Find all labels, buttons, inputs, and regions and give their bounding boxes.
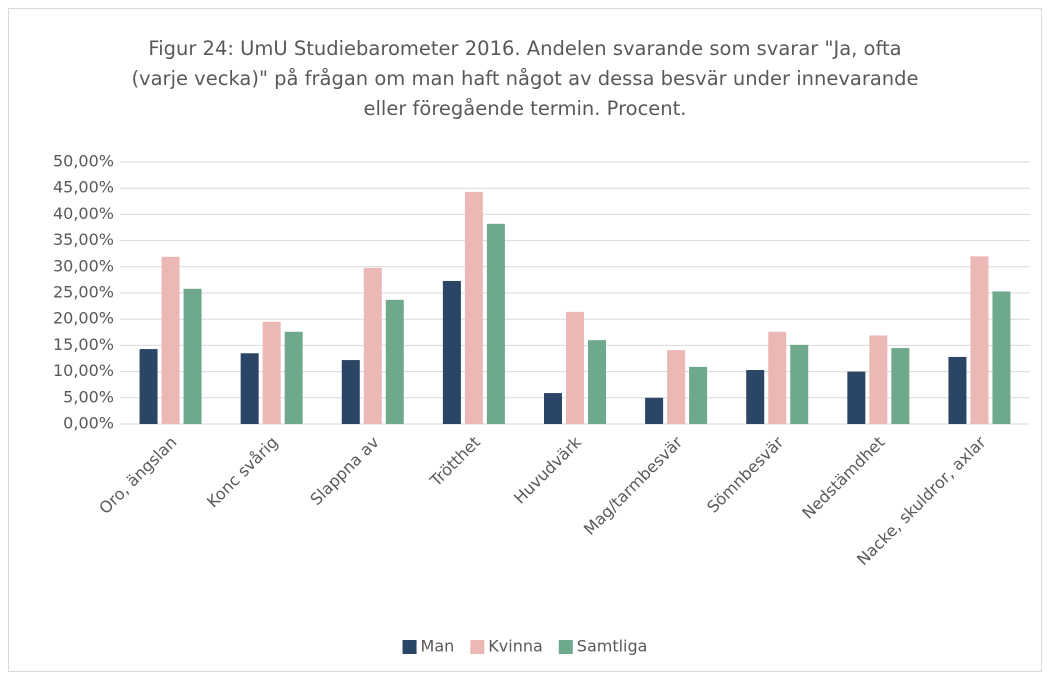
bar [847, 371, 866, 424]
y-tick-label: 0,00% [63, 414, 114, 433]
legend-label: Kvinna [488, 637, 543, 656]
bar [183, 288, 202, 424]
y-tick-label: 40,00% [53, 204, 114, 223]
bar [746, 370, 765, 424]
bar [161, 256, 180, 424]
chart-title: Figur 24: UmU Studiebarometer 2016. Ande… [131, 37, 919, 120]
bar [689, 366, 708, 424]
bar [544, 393, 562, 424]
y-tick-label: 50,00% [53, 152, 114, 171]
bar [790, 344, 809, 424]
bar [566, 311, 584, 424]
y-tick-label: 5,00% [63, 387, 114, 406]
bar [464, 191, 483, 424]
legend-label: Samtliga [577, 637, 648, 656]
bar [262, 321, 281, 424]
bar [240, 353, 259, 424]
bar [588, 340, 606, 424]
y-tick-label: 25,00% [53, 283, 114, 302]
y-tick-label: 20,00% [53, 309, 114, 328]
y-tick-label: 35,00% [53, 230, 114, 249]
bar [341, 360, 360, 424]
bar [970, 256, 989, 424]
bar [486, 223, 505, 424]
bar [768, 331, 787, 424]
bar [363, 267, 382, 424]
bar [385, 299, 404, 424]
y-tick-label: 15,00% [53, 335, 114, 354]
bar [869, 335, 888, 424]
bar [442, 280, 461, 424]
bar [992, 291, 1011, 424]
y-tick-label: 45,00% [53, 178, 114, 197]
bar [667, 350, 686, 424]
bar [948, 356, 967, 424]
legend-swatch [470, 640, 485, 654]
legend-swatch [402, 640, 417, 654]
bar [139, 349, 158, 424]
legend-swatch [558, 640, 573, 654]
bar [891, 348, 910, 424]
legend-label: Man [421, 637, 455, 656]
bar [284, 331, 303, 424]
y-tick-label: 10,00% [53, 361, 114, 380]
bar [645, 397, 664, 424]
y-tick-label: 30,00% [53, 256, 114, 275]
